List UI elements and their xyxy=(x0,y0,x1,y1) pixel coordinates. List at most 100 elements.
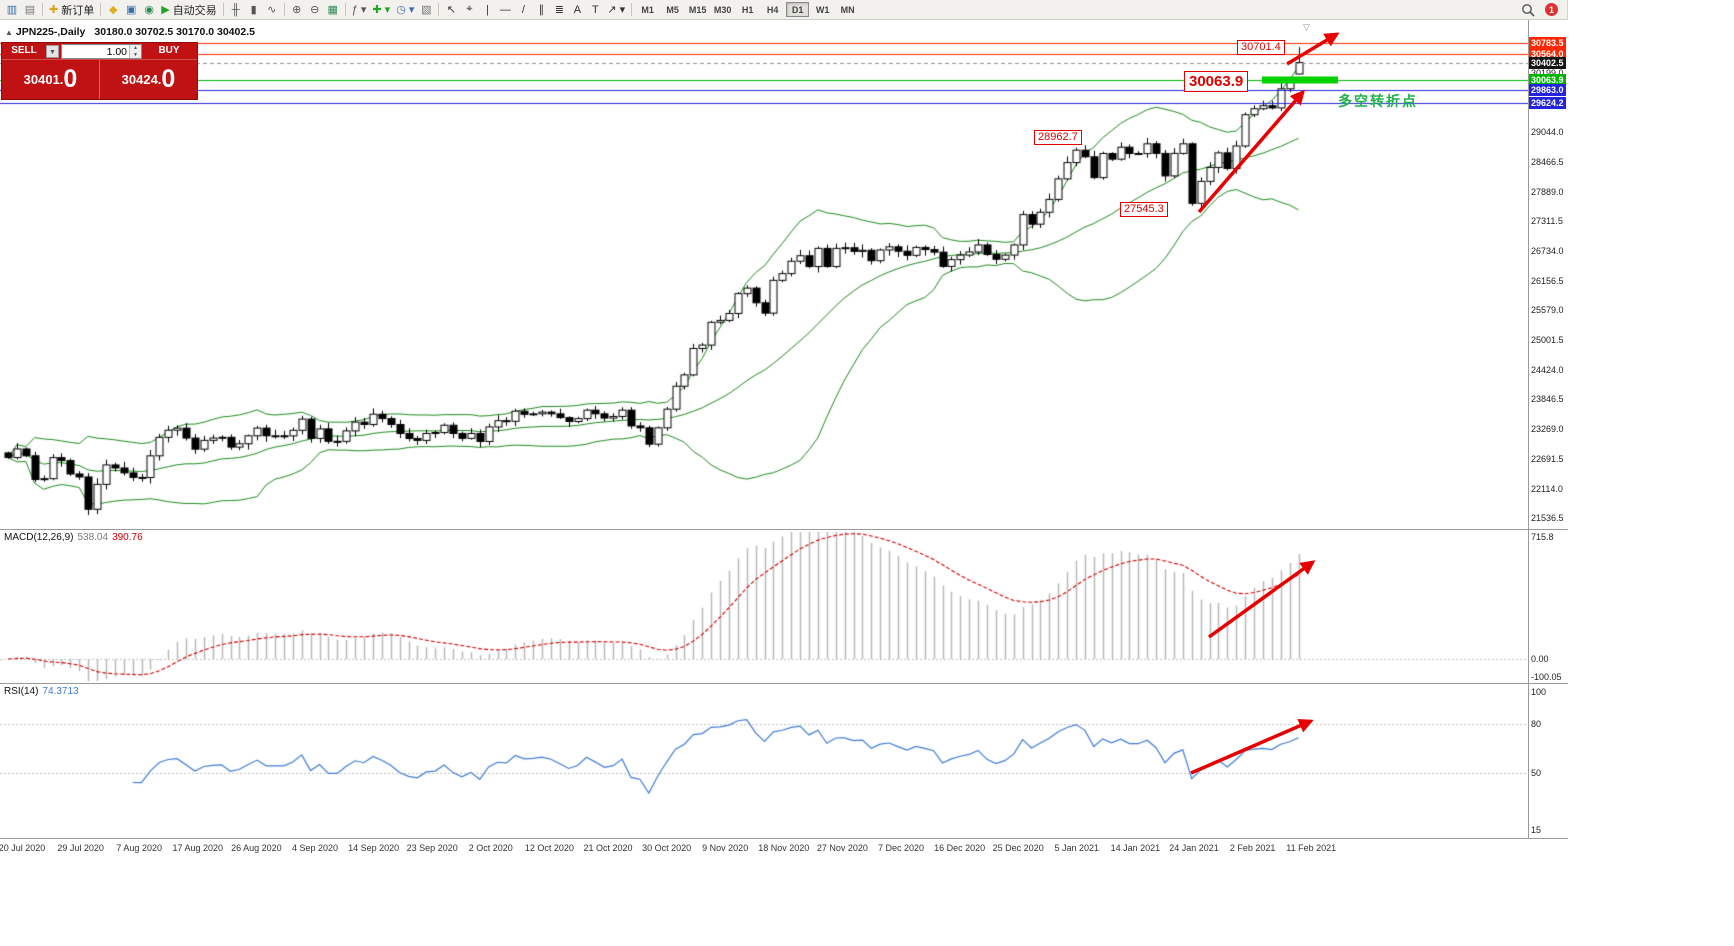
tile-windows-icon[interactable]: ▦ xyxy=(324,2,342,18)
timeframe-m1[interactable]: M1 xyxy=(641,4,654,15)
macd-header: MACD(12,26,9) 538.04 390.76 xyxy=(4,532,147,543)
indicators-list-icon[interactable]: ƒ ▾ xyxy=(349,2,370,18)
timeframe-m30[interactable]: M30 xyxy=(713,4,732,15)
strategy-tester-icon[interactable]: ◉ xyxy=(140,2,158,18)
candlestick-chart-icon[interactable]: ▮ xyxy=(245,2,263,18)
profiles-icon: ▤ xyxy=(24,4,36,16)
line-chart-icon[interactable]: ∿ xyxy=(263,2,281,18)
volume-input[interactable] xyxy=(62,45,129,58)
date-label: 2 Oct 2020 xyxy=(468,843,513,853)
cursor-icon: ↖ xyxy=(446,4,456,16)
sell-button[interactable]: SELL xyxy=(11,45,37,56)
macd-scale-label: 0.00 xyxy=(1531,654,1549,664)
timeframe-d1[interactable]: D1 xyxy=(786,2,810,17)
date-label: 5 Jan 2021 xyxy=(1054,843,1100,853)
price-tick-label: 25579.0 xyxy=(1531,305,1564,316)
new-chart-icon: ▥ xyxy=(6,4,18,16)
toolbar-separator xyxy=(344,3,346,16)
toolbar-separator xyxy=(438,3,440,16)
rsi-scale-label: 100 xyxy=(1531,687,1547,697)
buy-button[interactable]: BUY xyxy=(158,45,180,56)
macd-scale-label: -100.05 xyxy=(1531,671,1562,682)
vertical-line-icon: | xyxy=(485,3,489,16)
date-label: 18 Nov 2020 xyxy=(758,843,810,853)
price-tick-label: 25001.5 xyxy=(1531,335,1564,346)
panel-divider-macd[interactable] xyxy=(0,529,1568,530)
chart-settings-icon: ▧ xyxy=(421,4,432,16)
one-click-trading-panel: SELL ▼ ▲ ▼ BUY 30401.0 30424.0 xyxy=(1,42,198,100)
new-order-button[interactable]: ✚ 新订单 xyxy=(46,2,97,18)
main-chart-canvas[interactable] xyxy=(0,20,1528,529)
trendline-icon[interactable]: / xyxy=(514,2,532,18)
periods-icon: ◷ ▾ xyxy=(396,4,415,16)
bar-chart-icon[interactable]: ╫ xyxy=(227,2,245,18)
macd-label: MACD(12,26,9) xyxy=(4,532,74,543)
arrows-icon[interactable]: ↗ ▾ xyxy=(604,2,628,18)
new-chart-icon[interactable]: ▥ xyxy=(3,2,21,18)
channel-icon[interactable]: ∥ xyxy=(532,2,550,18)
price-tick-label: 27311.5 xyxy=(1531,216,1563,227)
new-order-button: ✚ xyxy=(49,4,59,16)
text-label-icon[interactable]: T xyxy=(586,2,604,18)
spin-up-icon[interactable]: ▲ xyxy=(133,45,138,51)
timeframe-mn[interactable]: MN xyxy=(840,4,855,15)
autotrade-button[interactable]: ▶ 自动交易 xyxy=(158,2,219,18)
time-axis[interactable]: 20 Jul 2020 29 Jul 2020 7 Aug 2020 17 Aug 2… xyxy=(0,839,1568,857)
buy-price[interactable]: 30424. 0 xyxy=(99,60,197,99)
text-icon[interactable]: A xyxy=(568,2,586,18)
chart-settings-icon[interactable]: ▧ xyxy=(417,2,435,18)
toolbar-separator xyxy=(631,3,633,16)
autotrade-button-label: 自动交易 xyxy=(172,4,217,17)
periods-icon[interactable]: ◷ ▾ xyxy=(393,2,417,18)
zoom-out-icon[interactable]: ⊖ xyxy=(306,2,324,18)
volume-spinner: ▲ ▼ xyxy=(129,45,141,58)
scale-divider xyxy=(1528,20,1529,838)
timeframe-m5[interactable]: M5 xyxy=(666,4,679,15)
timeframe-h4[interactable]: H4 xyxy=(766,4,779,15)
date-label: 14 Jan 2021 xyxy=(1110,843,1161,853)
candlestick-chart-icon: ▮ xyxy=(250,4,257,16)
fibonacci-icon[interactable]: ≣ xyxy=(550,2,568,18)
panel-divider-rsi[interactable] xyxy=(0,683,1568,684)
timeframe-h1[interactable]: H1 xyxy=(741,4,754,15)
notification-badge[interactable]: 1 xyxy=(1545,3,1558,16)
metaeditor-icon[interactable]: ◆ xyxy=(104,2,122,18)
add-indicator-icon: ✚ ▾ xyxy=(372,4,391,16)
search-icon[interactable] xyxy=(1518,2,1538,18)
vertical-line-icon[interactable]: | xyxy=(478,2,496,18)
zoom-out-icon: ⊖ xyxy=(310,4,320,16)
timeframe-w1[interactable]: W1 xyxy=(815,4,830,15)
chart-ohlc-title: ▲ JPN225-,Daily 30180.0 30702.5 30170.0 30… xyxy=(5,26,255,38)
rsi-panel-canvas[interactable] xyxy=(0,684,1528,838)
date-label: 21 Oct 2020 xyxy=(583,843,633,853)
order-type-dropdown-icon[interactable]: ▼ xyxy=(46,45,59,58)
date-label: 7 Dec 2020 xyxy=(877,843,925,853)
chart-shift-icon[interactable]: ▽ xyxy=(1303,22,1310,32)
terminal-icon[interactable]: ▣ xyxy=(122,2,140,18)
spin-down-icon[interactable]: ▼ xyxy=(133,51,138,58)
symbol-period-label: JPN225-,Daily xyxy=(15,26,86,38)
zoom-in-icon[interactable]: ⊕ xyxy=(288,2,306,18)
price-tick-label: 26156.5 xyxy=(1531,275,1564,286)
date-label: 20 Jul 2020 xyxy=(0,843,46,853)
profiles-icon[interactable]: ▤ xyxy=(21,2,39,18)
horizontal-line-icon: ― xyxy=(499,3,511,16)
cursor-icon[interactable]: ↖ xyxy=(442,2,460,18)
tile-windows-icon: ▦ xyxy=(327,4,338,16)
toolbar-separator xyxy=(100,3,102,16)
price-tick-label: 23846.5 xyxy=(1531,394,1564,405)
rsi-scale-label: 15 xyxy=(1531,824,1542,835)
timeframe-m15[interactable]: M15 xyxy=(688,4,707,15)
add-indicator-icon[interactable]: ✚ ▾ xyxy=(369,2,393,18)
text-icon: A xyxy=(573,3,582,16)
macd-panel-canvas[interactable] xyxy=(0,530,1528,683)
sell-price-main: 30401. xyxy=(23,72,64,87)
price-scale[interactable]: 30199.029621.529044.028466.527889.027311… xyxy=(1529,20,1568,838)
crosshair-icon: ⌖ xyxy=(466,3,473,15)
sell-price[interactable]: 30401. 0 xyxy=(2,60,99,99)
crosshair-icon[interactable]: ⌖ xyxy=(460,2,478,18)
channel-icon: ∥ xyxy=(538,4,545,16)
horizontal-line-icon[interactable]: ― xyxy=(496,2,514,18)
collapse-icon[interactable]: ▲ xyxy=(5,28,13,37)
buy-price-main: 30424. xyxy=(121,72,162,87)
